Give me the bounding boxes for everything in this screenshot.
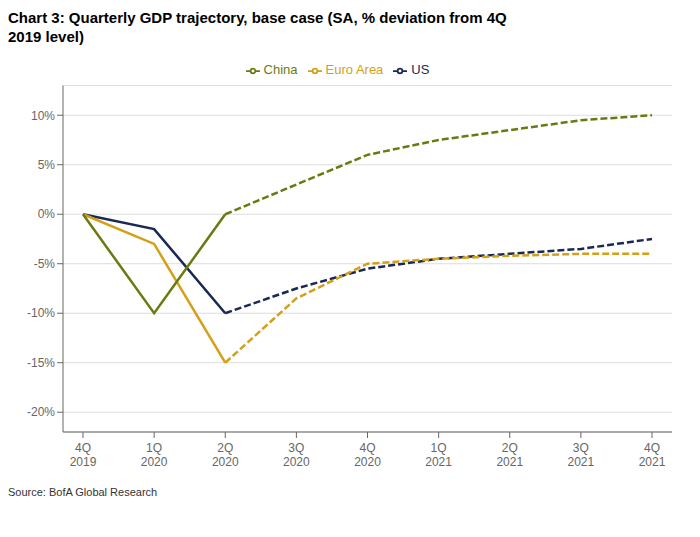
svg-text:4Q2019: 4Q2019 — [70, 441, 97, 469]
svg-text:1Q2021: 1Q2021 — [425, 441, 452, 469]
svg-text:10%: 10% — [31, 109, 55, 123]
html-text:Euro Area: Euro Area — [325, 62, 384, 77]
svg-text:4Q2020: 4Q2020 — [354, 441, 381, 469]
svg-text:-5%: -5% — [34, 257, 56, 271]
svg-text:3Q2021: 3Q2021 — [568, 441, 595, 469]
svg-text:0%: 0% — [38, 207, 56, 221]
html-text:Chart 3: Quarterly GDP traject: Chart 3: Quarterly GDP trajectory, base … — [8, 9, 507, 26]
svg-text:-15%: -15% — [27, 356, 55, 370]
svg-text:-20%: -20% — [27, 405, 55, 419]
html-text:Source: BofA Global Research: Source: BofA Global Research — [8, 486, 158, 498]
svg-text:3Q2020: 3Q2020 — [283, 441, 310, 469]
html-text:China: China — [263, 62, 298, 77]
svg-text:2Q2021: 2Q2021 — [496, 441, 523, 469]
svg-text:-10%: -10% — [27, 306, 55, 320]
html-text:2019 level): 2019 level) — [8, 28, 84, 45]
svg-text:2Q2020: 2Q2020 — [212, 441, 239, 469]
html-text:US: US — [411, 62, 430, 77]
svg-text:1Q2020: 1Q2020 — [141, 441, 168, 469]
svg-text:5%: 5% — [38, 158, 56, 172]
svg-text:4Q2021: 4Q2021 — [639, 441, 666, 469]
